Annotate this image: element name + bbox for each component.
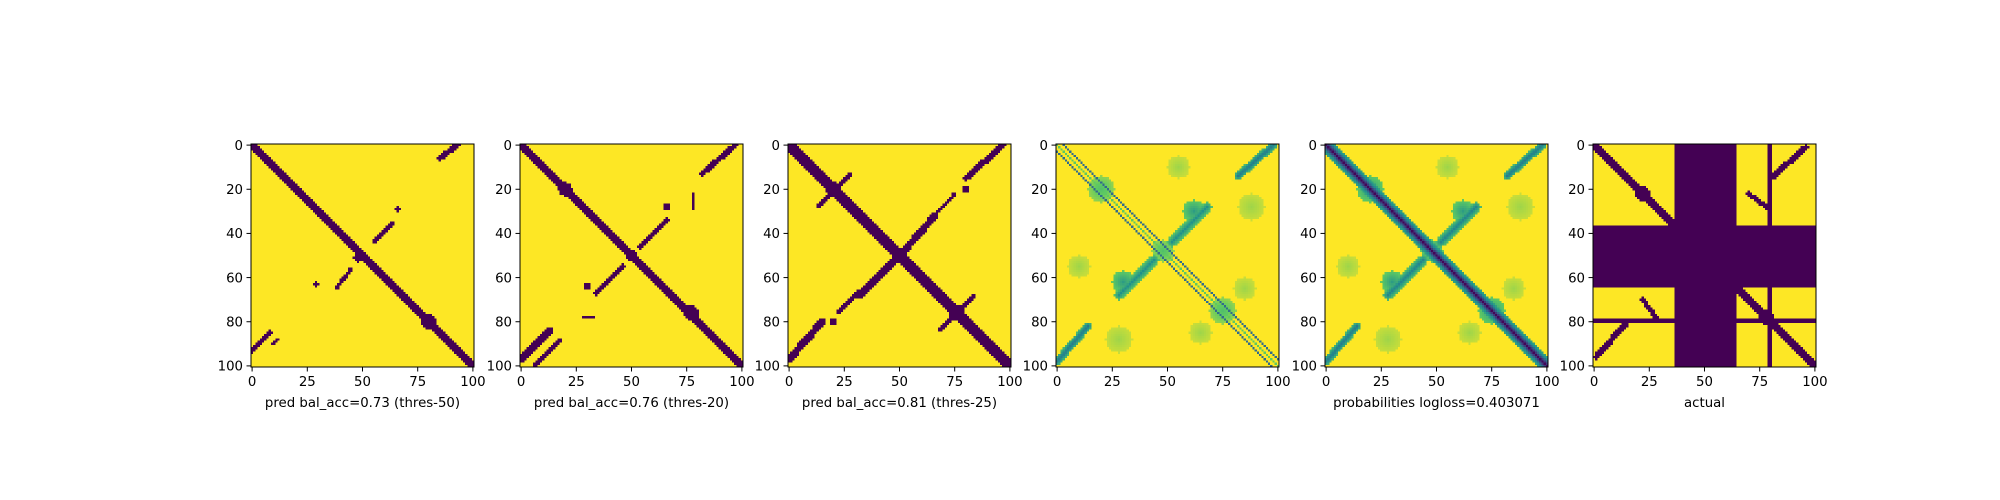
x-tick-label: 25 <box>1104 375 1121 390</box>
x-axis-label: actual <box>1684 396 1725 411</box>
heatmap-image <box>520 144 743 367</box>
x-axis-label: probabilities logloss=0.403071 <box>1333 396 1540 411</box>
x-tick-label: 0 <box>785 375 793 390</box>
x-tick-label: 25 <box>1641 375 1658 390</box>
x-tick-label: 0 <box>1322 375 1330 390</box>
y-tick-label: 0 <box>1577 139 1585 154</box>
y-tick-label: 0 <box>772 139 780 154</box>
y-tick-label: 60 <box>763 271 780 286</box>
y-tick-label: 0 <box>235 139 243 154</box>
x-tick-label: 75 <box>946 375 963 390</box>
x-tick-label: 100 <box>1802 375 1827 390</box>
heatmap-panel-6: 0 25 50 75 100 0 20 40 60 80 100 actual <box>1560 139 1828 411</box>
x-tick-label: 75 <box>1751 375 1768 390</box>
x-tick-label: 100 <box>997 375 1022 390</box>
x-tick-label: 50 <box>1428 375 1445 390</box>
y-tick-label: 80 <box>226 315 243 330</box>
y-tick-label: 20 <box>1568 183 1585 198</box>
x-tick-label: 50 <box>354 375 371 390</box>
y-tick-label: 20 <box>763 183 780 198</box>
x-axis-label: pred bal_acc=0.73 (thres-50) <box>265 396 460 411</box>
x-tick-label: 50 <box>623 375 640 390</box>
heatmap-image <box>788 144 1011 367</box>
heatmap-panel-5: 0 25 50 75 100 0 20 40 60 80 100 probabilities logl… <box>1292 139 1560 411</box>
x-axis-label: pred bal_acc=0.81 (thres-25) <box>802 396 997 411</box>
y-tick-label: 100 <box>1292 360 1317 375</box>
y-tick-label: 20 <box>1300 183 1317 198</box>
y-tick-label: 100 <box>218 360 243 375</box>
x-tick-label: 0 <box>517 375 525 390</box>
y-tick-label: 100 <box>1560 360 1585 375</box>
y-tick-label: 80 <box>495 315 512 330</box>
y-tick-label: 20 <box>226 183 243 198</box>
x-tick-label: 50 <box>891 375 908 390</box>
heatmap-image <box>251 144 474 367</box>
y-tick-label: 20 <box>1031 183 1048 198</box>
heatmap-image <box>1325 144 1548 367</box>
y-tick-label: 60 <box>226 271 243 286</box>
y-tick-label: 60 <box>1300 271 1317 286</box>
y-tick-label: 60 <box>495 271 512 286</box>
y-tick-label: 40 <box>763 227 780 242</box>
y-tick-label: 80 <box>1031 315 1048 330</box>
x-tick-label: 100 <box>1534 375 1559 390</box>
y-tick-label: 80 <box>1300 315 1317 330</box>
y-tick-label: 100 <box>487 360 512 375</box>
y-tick-label: 80 <box>763 315 780 330</box>
y-tick-label: 40 <box>495 227 512 242</box>
x-tick-label: 50 <box>1159 375 1176 390</box>
y-tick-label: 40 <box>1300 227 1317 242</box>
y-tick-label: 80 <box>1568 315 1585 330</box>
y-tick-label: 100 <box>1023 360 1048 375</box>
y-tick-label: 100 <box>755 360 780 375</box>
x-tick-label: 100 <box>460 375 485 390</box>
y-tick-label: 0 <box>1309 139 1317 154</box>
y-tick-label: 40 <box>1568 227 1585 242</box>
x-tick-label: 75 <box>1214 375 1231 390</box>
y-tick-label: 40 <box>226 227 243 242</box>
x-tick-label: 25 <box>1373 375 1390 390</box>
x-tick-label: 0 <box>248 375 256 390</box>
y-tick-label: 20 <box>495 183 512 198</box>
x-tick-label: 100 <box>729 375 754 390</box>
x-tick-label: 75 <box>409 375 426 390</box>
x-tick-label: 0 <box>1590 375 1598 390</box>
y-tick-label: 40 <box>1031 227 1048 242</box>
x-tick-label: 100 <box>1265 375 1290 390</box>
x-tick-label: 75 <box>678 375 695 390</box>
heatmap-image <box>1593 144 1816 367</box>
x-tick-label: 25 <box>568 375 585 390</box>
x-tick-label: 50 <box>1696 375 1713 390</box>
x-tick-label: 25 <box>299 375 316 390</box>
heatmap-image <box>1056 144 1279 367</box>
y-tick-label: 60 <box>1031 271 1048 286</box>
y-tick-label: 0 <box>504 139 512 154</box>
x-tick-label: 75 <box>1483 375 1500 390</box>
x-axis-label: pred bal_acc=0.76 (thres-20) <box>534 396 729 411</box>
y-tick-label: 60 <box>1568 271 1585 286</box>
heatmap-panel-4: 0 25 50 75 100 0 20 40 60 80 100 <box>1023 139 1291 390</box>
y-tick-label: 0 <box>1040 139 1048 154</box>
x-tick-label: 25 <box>836 375 853 390</box>
x-tick-label: 0 <box>1053 375 1061 390</box>
